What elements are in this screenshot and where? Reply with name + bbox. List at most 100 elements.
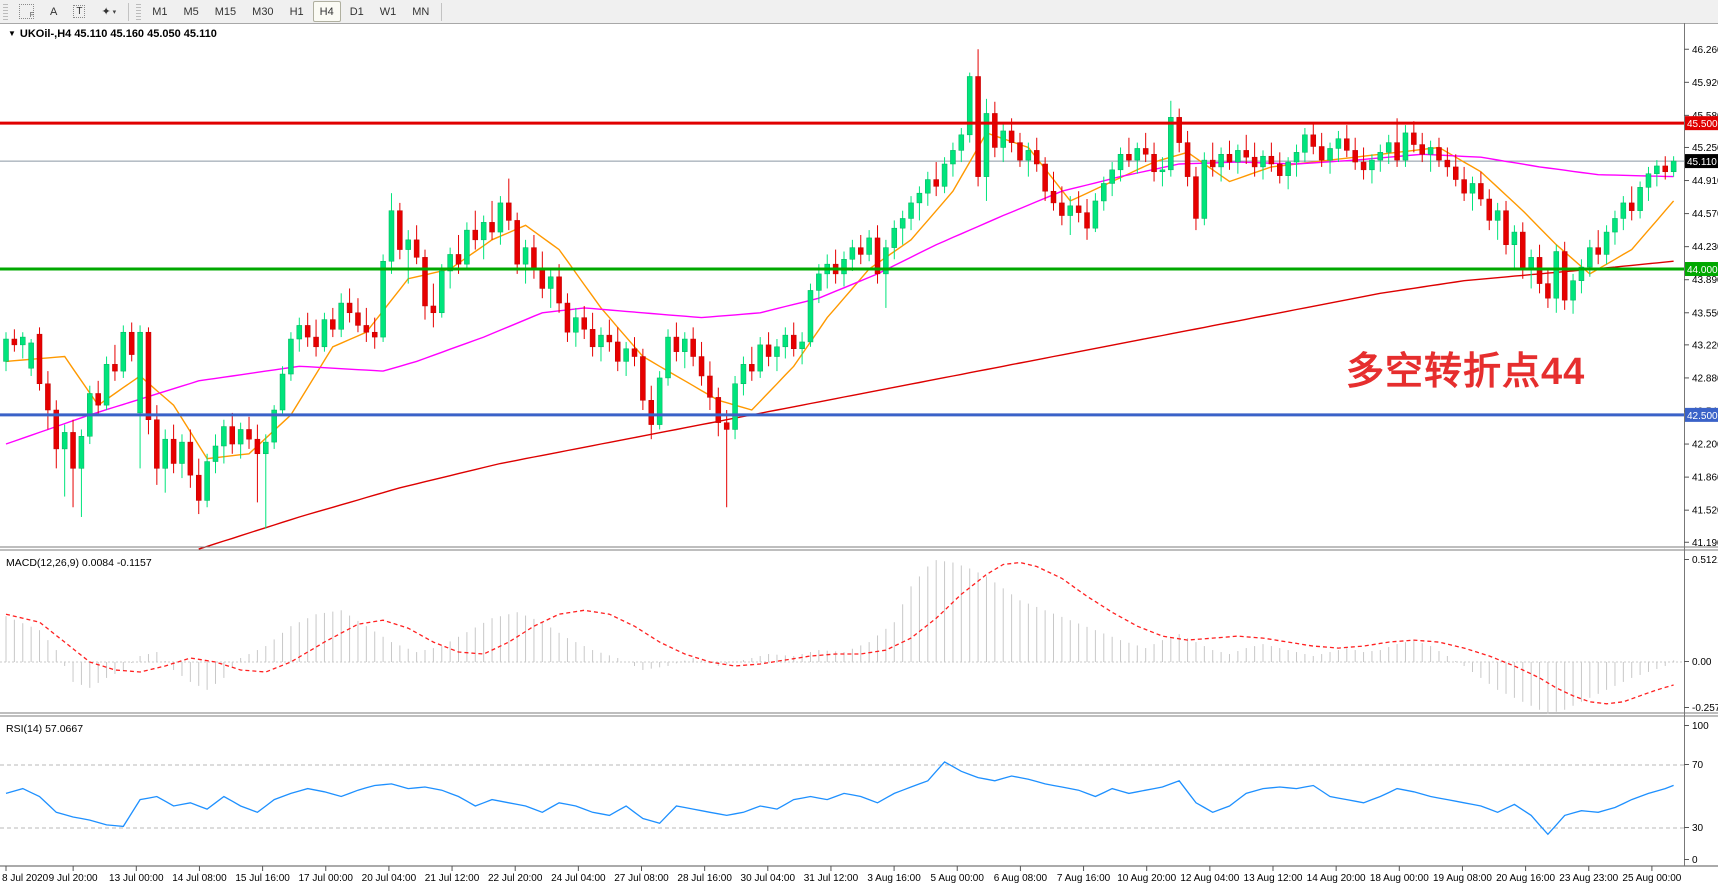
candle-body	[1553, 251, 1560, 299]
candle-body	[715, 397, 722, 423]
timeframe-button-MN[interactable]: MN	[412, 5, 430, 18]
candle-body	[1059, 202, 1065, 216]
candle-body	[757, 344, 763, 372]
candle-body	[1151, 154, 1157, 173]
candle-body	[975, 76, 981, 177]
candle-body	[1436, 147, 1442, 161]
macd-axis-label: -0.2578	[1692, 703, 1718, 714]
candle-body	[162, 438, 168, 469]
candle-body	[1503, 210, 1509, 245]
timeframe-button-H1[interactable]: H1	[289, 5, 304, 18]
candle-body	[103, 364, 110, 406]
candle-body	[1352, 150, 1358, 163]
candle-body	[1201, 159, 1208, 219]
candle-body	[547, 276, 554, 289]
time-tick-label: 20 Aug 16:00	[1496, 873, 1555, 884]
time-tick-label: 24 Jul 04:00	[551, 873, 606, 884]
timeframe-button-H4[interactable]: H4	[312, 1, 341, 22]
cursor-mode-button[interactable]: ✦ ▾	[94, 1, 123, 22]
candle-body	[1528, 257, 1534, 270]
timeframe-button-M1[interactable]: M1	[152, 5, 168, 18]
candle-body	[1193, 176, 1199, 219]
time-tick-label: 20 Jul 04:00	[362, 873, 417, 884]
candle-body	[1126, 154, 1132, 161]
candle-body	[36, 333, 43, 385]
time-tick-label: 23 Aug 23:00	[1559, 873, 1618, 884]
toolbar-drag-handle[interactable]	[136, 3, 142, 20]
timeframe-button-M5[interactable]: M5	[183, 5, 199, 18]
candle-body	[430, 305, 437, 314]
ma-fast-orange[interactable]	[5, 132, 1675, 460]
candle-body	[279, 373, 286, 411]
candle-body	[1360, 161, 1367, 171]
candle-body	[941, 163, 948, 187]
candle-body	[145, 331, 152, 420]
price-tick-label: 43.220	[1692, 340, 1718, 351]
timeframe-button-M15[interactable]: M15	[214, 5, 237, 18]
candle-body	[849, 247, 856, 260]
price-tick-label: 46.260	[1692, 45, 1718, 56]
candle-body	[397, 210, 403, 250]
candle-body	[966, 76, 973, 136]
price-badge-label: 44.000	[1687, 265, 1718, 276]
candle-body	[1419, 144, 1425, 155]
candle-body	[799, 341, 805, 350]
top-toolbar: A T ✦ ▾ M1 M5 M15 M30 H1 H4 D1 W1 MN	[0, 0, 1718, 24]
candle-body	[447, 254, 453, 272]
text-label-button[interactable]: A	[43, 1, 64, 22]
candle-body	[1310, 134, 1317, 147]
candle-body	[422, 257, 428, 307]
price-tick-label: 42.200	[1692, 440, 1718, 451]
chinese-annotation-text[interactable]: 多空转折点44	[1346, 351, 1586, 393]
candle-body	[1612, 218, 1618, 233]
candle-body	[170, 438, 177, 464]
ma-mid-magenta[interactable]	[5, 153, 1674, 445]
candle-body	[531, 247, 537, 270]
candle-body	[598, 334, 604, 348]
candle-body	[1587, 247, 1593, 268]
candle-body	[363, 325, 370, 333]
time-tick-label: 18 Aug 00:00	[1370, 873, 1429, 884]
candle-body	[1511, 231, 1518, 245]
candle-body	[1302, 134, 1308, 153]
rsi-axis-label: 100	[1692, 721, 1709, 732]
candle-body	[1662, 165, 1668, 173]
timeframe-button-M30[interactable]: M30	[252, 5, 274, 18]
candle-body	[816, 273, 822, 291]
snap-grid-icon[interactable]	[12, 1, 41, 22]
time-tick-label: 28 Jul 16:00	[677, 873, 732, 884]
price-tick-label: 44.230	[1692, 242, 1718, 253]
candle-body	[656, 377, 663, 425]
ma-slow-red[interactable]	[198, 260, 1674, 550]
candle-body	[1670, 160, 1677, 173]
candle-body	[774, 346, 780, 357]
candle-body	[413, 239, 420, 258]
time-tick-label: 21 Jul 12:00	[425, 873, 480, 884]
candle-body	[1168, 117, 1174, 171]
candle-body	[1117, 154, 1124, 171]
time-tick-label: 3 Aug 16:00	[867, 873, 921, 884]
toolbar-drag-handle[interactable]	[3, 3, 8, 20]
candle-body	[1394, 142, 1400, 161]
candle-body	[480, 222, 487, 241]
dropdown-caret-icon[interactable]: ▾	[112, 8, 117, 16]
timeframe-button-W1[interactable]: W1	[379, 5, 397, 18]
candle-body	[1603, 231, 1610, 255]
text-box-button[interactable]: T	[66, 1, 92, 22]
toolbar-separator	[128, 2, 130, 21]
candle-body	[673, 336, 680, 352]
candle-body	[1595, 247, 1601, 255]
price-badge-42.500	[1685, 407, 1718, 422]
candle-body	[388, 210, 395, 262]
candle-body	[1260, 155, 1266, 168]
price-badge-45.110	[1685, 154, 1718, 169]
candle-body	[665, 336, 671, 379]
candle-body	[179, 441, 185, 464]
candle-body	[1494, 210, 1501, 221]
candle-body	[916, 192, 923, 204]
timeframe-button-D1[interactable]: D1	[349, 5, 364, 18]
collapse-triangle-icon[interactable]: ▼	[8, 29, 16, 38]
candle-body	[20, 336, 26, 346]
time-tick-label: 25 Aug 00:00	[1622, 873, 1681, 884]
